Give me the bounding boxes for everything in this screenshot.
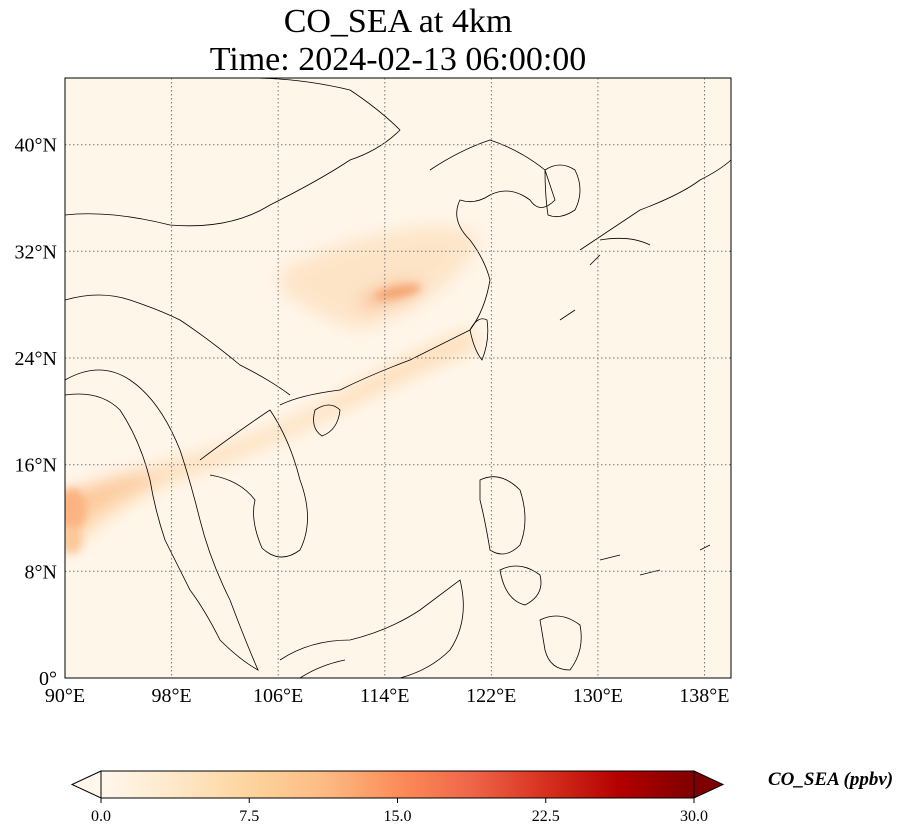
- colorbar-gradient: [101, 771, 694, 798]
- lon-tick-label: 106°E: [253, 685, 303, 707]
- coastlines: [65, 78, 731, 678]
- lat-tick-label: 8°N: [25, 561, 57, 583]
- colorbar-tick-label: 7.5: [239, 808, 259, 825]
- colorbar-tick-label: 22.5: [532, 808, 560, 825]
- map-subtitle-time: Time: 2024-02-13 06:00:00: [209, 41, 587, 78]
- lat-tick-label: 24°N: [15, 348, 57, 370]
- map-frame: [64, 77, 732, 679]
- lon-tick-label: 98°E: [151, 685, 191, 707]
- lon-tick-label: 90°E: [45, 685, 85, 707]
- colorbar-tick-label: 15.0: [384, 808, 412, 825]
- colorbar-label: CO_SEA (ppbv): [768, 769, 894, 790]
- lat-tick-label: 16°N: [15, 455, 57, 477]
- co-concentration-field: [65, 78, 731, 678]
- colorbar-tick-label: 30.0: [680, 808, 708, 825]
- latitude-tick-labels: 0° 8°N 16°N 24°N 32°N 40°N: [15, 135, 57, 690]
- graticule: [65, 78, 731, 678]
- longitude-tick-labels: 90°E 98°E 106°E 114°E 122°E 130°E 138°E: [45, 685, 730, 707]
- lat-tick-label: 32°N: [15, 241, 57, 263]
- lon-tick-label: 130°E: [573, 685, 623, 707]
- lon-tick-label: 114°E: [360, 685, 409, 707]
- lon-tick-label: 138°E: [679, 685, 729, 707]
- colorbar: 0.0 7.5 15.0 22.5 30.0: [70, 770, 725, 825]
- lat-tick-label: 40°N: [15, 135, 57, 157]
- colorbar-tick-label: 0.0: [91, 808, 111, 825]
- lat-tick-label: 0°: [39, 668, 57, 690]
- map-title: CO_SEA at 4km: [283, 3, 513, 40]
- lon-tick-label: 122°E: [466, 685, 516, 707]
- colorbar-extend-high: [693, 770, 725, 799]
- colorbar-extend-low: [70, 770, 102, 799]
- colorbar-ticks: 0.0 7.5 15.0 22.5 30.0: [91, 798, 708, 825]
